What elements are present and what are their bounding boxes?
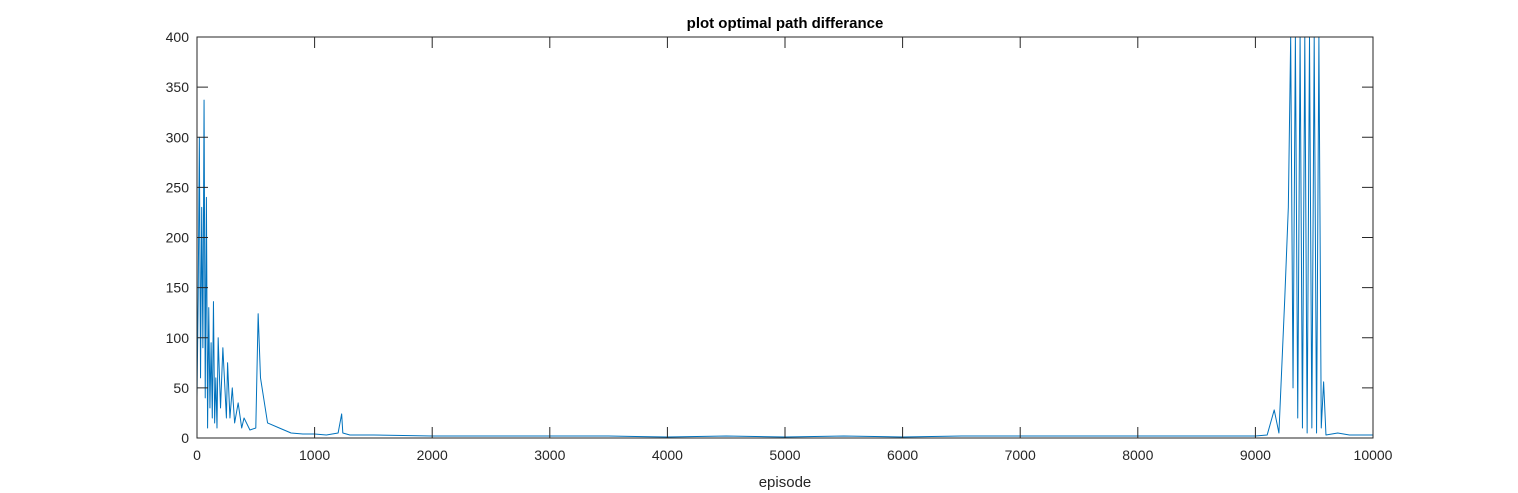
y-tick-label: 0 — [181, 430, 189, 446]
x-tick-label: 5000 — [769, 447, 800, 463]
x-axis-label: episode — [759, 474, 812, 491]
series-line-0 — [197, 37, 1373, 438]
x-tick-label: 1000 — [299, 447, 330, 463]
x-tick-label: 3000 — [534, 447, 565, 463]
axes-layer: 0 1000 2000 3000 4000 5000 6000 7000 8000 9000 100… — [166, 29, 1393, 463]
chart-title: plot optimal path differance — [687, 15, 884, 32]
y-tick-label: 50 — [173, 380, 189, 396]
x-tick-label: 10000 — [1354, 447, 1393, 463]
y-tick-label: 350 — [166, 79, 190, 95]
y-tick-label: 200 — [166, 230, 190, 246]
y-tick-label: 400 — [166, 29, 190, 45]
x-tick-label: 8000 — [1122, 447, 1153, 463]
x-tick-label: 2000 — [417, 447, 448, 463]
y-tick-label: 150 — [166, 280, 190, 296]
plot-background — [197, 37, 1373, 438]
y-tick-label: 250 — [166, 179, 190, 195]
x-tick-label: 6000 — [887, 447, 918, 463]
x-tick-label: 4000 — [652, 447, 683, 463]
y-tick-label: 300 — [166, 129, 190, 145]
x-tick-label: 0 — [193, 447, 201, 463]
series-layer — [197, 37, 1373, 438]
y-tick-label: 100 — [166, 330, 190, 346]
x-tick-label: 9000 — [1240, 447, 1271, 463]
x-tick-label: 7000 — [1005, 447, 1036, 463]
